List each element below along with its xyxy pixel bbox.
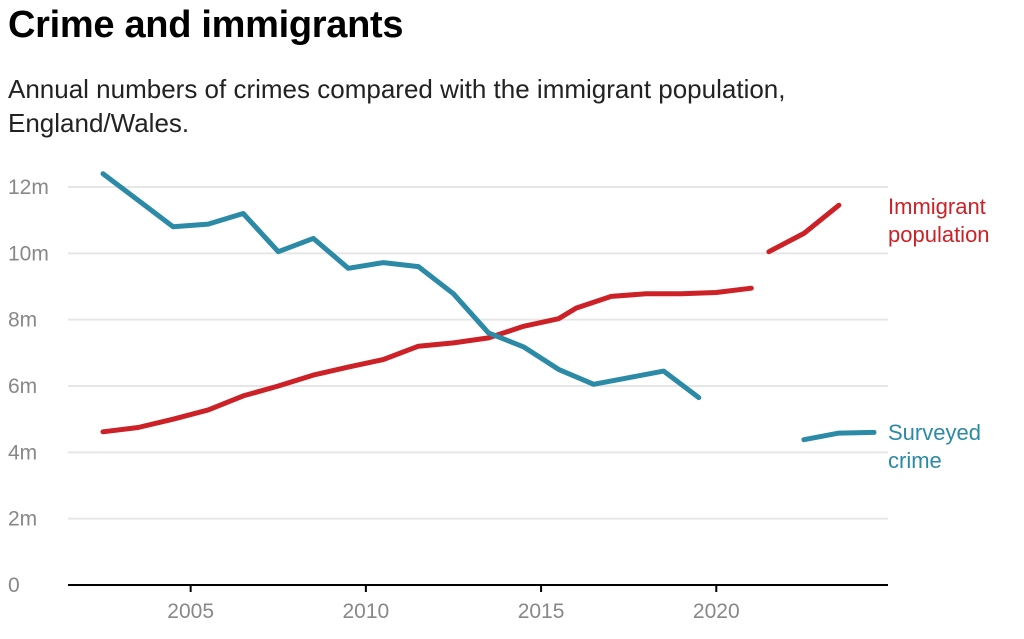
immigrant-series-line bbox=[100, 285, 754, 435]
y-tick-label: 4m bbox=[8, 441, 37, 464]
immigrant-series-label: Immigrant bbox=[888, 194, 986, 219]
gridlines bbox=[68, 186, 888, 520]
crime-series-label: crime bbox=[888, 448, 942, 473]
series-labels: Immigrant population Surveyed crime bbox=[888, 194, 990, 473]
chart-subtitle: Annual numbers of crimes compared with t… bbox=[8, 74, 786, 138]
y-tick-label: 0 bbox=[8, 574, 20, 597]
y-tick-label: 6m bbox=[8, 375, 37, 398]
y-tick-label: 2m bbox=[8, 508, 37, 531]
x-tick-label: 2005 bbox=[167, 600, 214, 623]
x-tick-label: 2020 bbox=[693, 600, 740, 623]
x-tick-label: 2015 bbox=[518, 600, 565, 623]
crime-series-label: Surveyed bbox=[888, 420, 981, 445]
y-tick-label: 12m bbox=[8, 176, 49, 199]
crime-series-line bbox=[100, 171, 702, 401]
immigrant-series-line bbox=[766, 202, 842, 255]
series-lines bbox=[100, 171, 877, 443]
y-axis-ticks: 0 2m 4m 6m 8m 10m 12m bbox=[8, 176, 49, 597]
y-tick-label: 8m bbox=[8, 309, 37, 332]
immigrant-series-label: population bbox=[888, 222, 990, 247]
x-tick-label: 2010 bbox=[343, 600, 390, 623]
chart-title: Crime and immigrants bbox=[8, 4, 404, 46]
y-tick-label: 10m bbox=[8, 242, 49, 265]
x-axis-ticks: 2005 2010 2015 2020 bbox=[167, 585, 740, 623]
crime-series-line bbox=[801, 429, 877, 443]
